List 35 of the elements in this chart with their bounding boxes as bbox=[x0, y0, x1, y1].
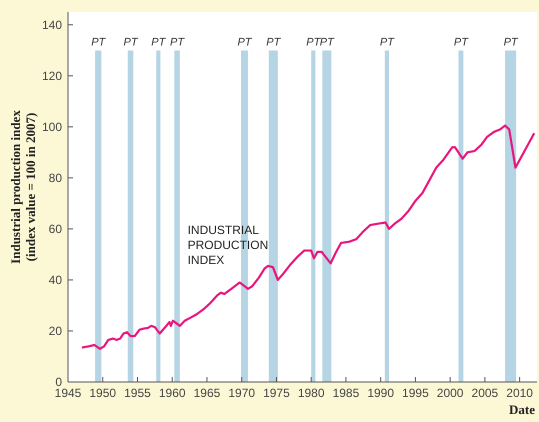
band-label: PT bbox=[380, 36, 396, 48]
x-axis-title: Date bbox=[509, 402, 536, 417]
band-label: PT bbox=[237, 36, 253, 48]
y-tick-label: 120 bbox=[42, 68, 62, 83]
x-tick-label: 2010 bbox=[506, 386, 534, 400]
x-tick-label: 1990 bbox=[367, 386, 394, 400]
band-label: PT bbox=[454, 36, 470, 48]
band-label: PT bbox=[266, 36, 282, 48]
x-tick-label: 1965 bbox=[194, 386, 221, 400]
band-label: PT bbox=[504, 36, 519, 48]
x-tick-label: 1995 bbox=[402, 386, 430, 400]
line-series bbox=[80, 124, 536, 350]
x-tick-label: 1950 bbox=[89, 386, 116, 400]
x-tick-label: 2005 bbox=[472, 386, 499, 400]
y-tick-label: 80 bbox=[48, 171, 62, 186]
y-tick-label: 20 bbox=[48, 324, 62, 338]
band-label: PT bbox=[320, 36, 336, 48]
series-label: INDUSTRIAL PRODUCTION INDEX bbox=[188, 223, 268, 267]
x-tick-label: 1975 bbox=[263, 386, 290, 400]
band-label: PT bbox=[91, 36, 107, 48]
band-label: PT bbox=[170, 36, 186, 48]
y-tick-label: 40 bbox=[48, 273, 62, 288]
band-label: PT bbox=[306, 36, 322, 48]
y-tick-label: 100 bbox=[42, 120, 62, 134]
band-label: PT bbox=[124, 36, 139, 48]
x-tick-label: 1970 bbox=[228, 386, 256, 400]
y-tick-label: 60 bbox=[48, 222, 62, 236]
y-axis-title: Industrial production index (index value = 100 in 2007) bbox=[8, 110, 38, 264]
x-tick-label: 1980 bbox=[298, 386, 325, 400]
x-tick-label: 1960 bbox=[158, 386, 186, 400]
y-tick-label: 140 bbox=[42, 18, 62, 32]
x-tick-label: 2000 bbox=[436, 386, 464, 400]
x-tick-label: 1985 bbox=[332, 386, 360, 400]
x-tick-label: 1955 bbox=[124, 386, 152, 400]
band-label: PT bbox=[151, 36, 167, 48]
